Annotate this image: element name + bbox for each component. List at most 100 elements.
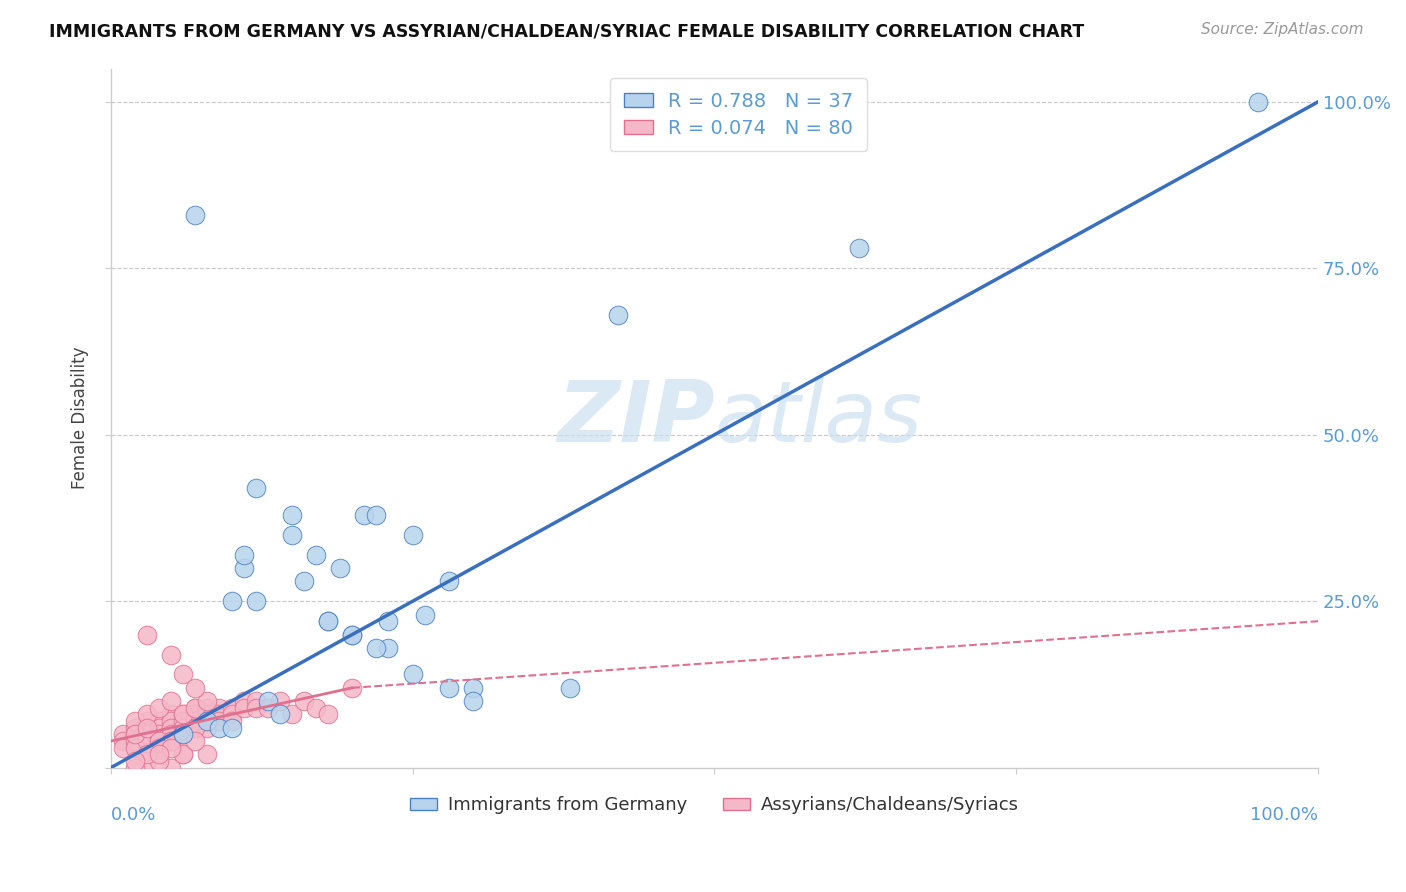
Point [172, 727, 194, 741]
Point [172, 707, 194, 722]
Point [281, 527, 304, 541]
Point [437, 681, 460, 695]
Point [160, 721, 183, 735]
Point [413, 607, 436, 622]
Point [184, 700, 207, 714]
Point [208, 700, 231, 714]
Point [245, 594, 267, 608]
Point [256, 694, 278, 708]
Point [353, 508, 375, 522]
Point [160, 761, 183, 775]
Point [232, 694, 254, 708]
Text: 0.0%: 0.0% [111, 806, 156, 824]
Point [195, 714, 218, 728]
Point [148, 714, 170, 728]
Point [292, 694, 315, 708]
Point [184, 208, 207, 222]
Point [184, 681, 207, 695]
Point [195, 721, 218, 735]
Point [377, 640, 399, 655]
Point [160, 714, 183, 728]
Point [1247, 95, 1270, 109]
Point [232, 548, 254, 562]
Point [195, 694, 218, 708]
Point [160, 734, 183, 748]
Legend: Immigrants from Germany, Assyrians/Chaldeans/Syriacs: Immigrants from Germany, Assyrians/Chald… [402, 789, 1026, 822]
Point [184, 714, 207, 728]
Point [377, 614, 399, 628]
Point [184, 700, 207, 714]
Point [111, 740, 134, 755]
Point [124, 761, 146, 775]
Point [148, 721, 170, 735]
Point [160, 740, 183, 755]
Point [558, 681, 581, 695]
Point [366, 508, 388, 522]
Point [221, 707, 243, 722]
Point [184, 734, 207, 748]
Point [184, 707, 207, 722]
Text: atlas: atlas [714, 376, 922, 459]
Point [124, 754, 146, 768]
Point [221, 714, 243, 728]
Point [136, 734, 159, 748]
Point [136, 627, 159, 641]
Point [281, 508, 304, 522]
Point [245, 700, 267, 714]
Point [148, 740, 170, 755]
Point [148, 727, 170, 741]
Point [305, 548, 328, 562]
Point [160, 734, 183, 748]
Point [342, 681, 364, 695]
Point [172, 747, 194, 762]
Point [437, 574, 460, 589]
Point [208, 707, 231, 722]
Point [366, 640, 388, 655]
Point [136, 721, 159, 735]
Point [606, 308, 628, 322]
Point [316, 707, 339, 722]
Point [124, 727, 146, 741]
Point [136, 714, 159, 728]
Point [316, 614, 339, 628]
Point [316, 614, 339, 628]
Point [124, 714, 146, 728]
Point [245, 481, 267, 495]
Point [148, 740, 170, 755]
Text: 100.0%: 100.0% [1250, 806, 1319, 824]
Point [195, 700, 218, 714]
Point [136, 707, 159, 722]
Point [848, 241, 870, 255]
Point [232, 561, 254, 575]
Point [136, 721, 159, 735]
Point [148, 747, 170, 762]
Point [245, 694, 267, 708]
Point [184, 721, 207, 735]
Point [148, 754, 170, 768]
Point [148, 734, 170, 748]
Text: IMMIGRANTS FROM GERMANY VS ASSYRIAN/CHALDEAN/SYRIAC FEMALE DISABILITY CORRELATIO: IMMIGRANTS FROM GERMANY VS ASSYRIAN/CHAL… [49, 22, 1084, 40]
Point [172, 667, 194, 681]
Text: Source: ZipAtlas.com: Source: ZipAtlas.com [1201, 22, 1364, 37]
Point [221, 594, 243, 608]
Point [208, 721, 231, 735]
Point [124, 721, 146, 735]
Point [124, 727, 146, 741]
Point [342, 627, 364, 641]
Point [401, 667, 423, 681]
Point [160, 727, 183, 741]
Point [136, 747, 159, 762]
Point [136, 754, 159, 768]
Point [208, 714, 231, 728]
Point [148, 734, 170, 748]
Point [292, 574, 315, 589]
Point [111, 727, 134, 741]
Point [221, 721, 243, 735]
Point [401, 527, 423, 541]
Point [172, 721, 194, 735]
Point [232, 700, 254, 714]
Point [124, 734, 146, 748]
Point [281, 707, 304, 722]
Point [221, 700, 243, 714]
Point [195, 714, 218, 728]
